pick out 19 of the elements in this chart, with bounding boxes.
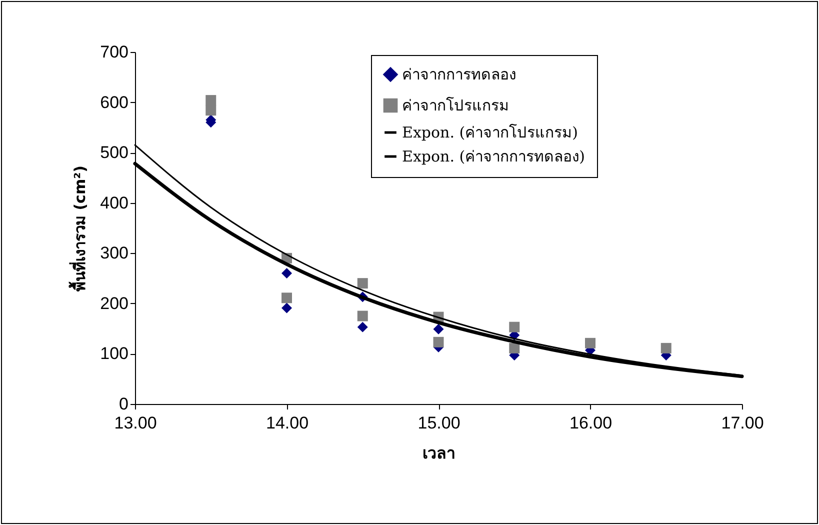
y-tick-label: 600 [100,92,128,112]
legend-label: Expon. (ค่าจากโปรแกรม) [402,124,578,142]
y-tick-label: 100 [100,344,128,364]
legend-label: Expon. (ค่าจากการทดลอง) [402,148,585,166]
y-tick-label: 0 [119,394,128,414]
x-axis-title: เวลา [422,444,456,462]
y-tick-label: 700 [100,42,128,62]
legend-label: ค่าจากโปรแกรม [402,96,509,114]
legend-label: ค่าจากการทดลอง [402,66,516,84]
y-tick-label: 400 [100,193,128,212]
x-tick-label: 15.00 [418,414,460,432]
x-tick-label: 13.00 [114,414,157,432]
y-tick-label: 500 [100,143,128,162]
x-tick-label: 14.00 [266,414,309,432]
y-tick-label: 300 [100,244,128,263]
y-tick-label: 200 [100,294,128,313]
x-tick-label: 16.00 [569,414,612,432]
y-axis-title: พื้นที่เงารวม (cm²) [68,165,90,292]
x-tick-label: 17.00 [721,414,764,432]
